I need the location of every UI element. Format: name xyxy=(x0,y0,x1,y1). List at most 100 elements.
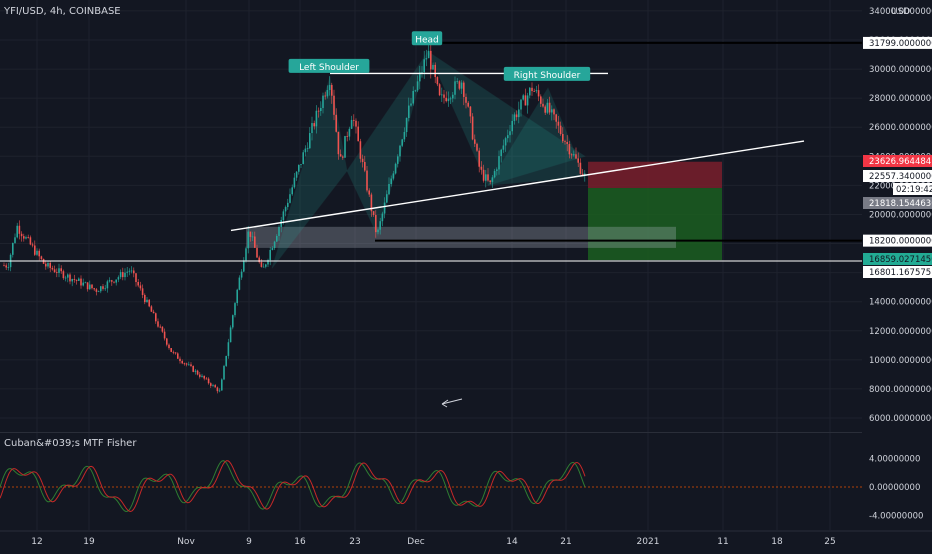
candle-body xyxy=(166,338,168,345)
price-tag-text: 16859.02714502 xyxy=(869,255,932,265)
currency-label[interactable]: USD xyxy=(891,7,910,17)
candle-body xyxy=(524,95,527,106)
candle-body xyxy=(419,72,421,82)
candle-body xyxy=(394,163,397,174)
time-tick-label: 12 xyxy=(31,537,42,547)
candle-body xyxy=(210,383,212,386)
candle-body xyxy=(78,278,80,281)
candle-body xyxy=(544,106,546,113)
price-tick-label: 10000.00000000 xyxy=(869,356,932,366)
fisher-line xyxy=(0,460,586,513)
candle-body xyxy=(408,105,410,118)
candle-body xyxy=(139,285,142,289)
candle-body xyxy=(179,358,181,362)
candle-body xyxy=(423,59,425,73)
candle-body xyxy=(304,148,307,153)
candle-body xyxy=(458,81,461,89)
candle-body xyxy=(276,235,278,242)
candle-body xyxy=(427,50,430,59)
candle-body xyxy=(482,169,485,181)
candle-body xyxy=(97,291,100,293)
candle-body xyxy=(192,365,194,372)
time-tick-label: Dec xyxy=(407,537,424,547)
candle-body xyxy=(542,103,544,107)
candle-body xyxy=(498,156,500,170)
price-tick-label: 34000.00000000 xyxy=(869,7,932,17)
candle-body xyxy=(491,177,494,182)
candle-body xyxy=(438,84,441,96)
candle-body xyxy=(460,82,463,89)
osc-tick-label: 4.00000000 xyxy=(869,455,920,465)
candle-body xyxy=(359,141,362,159)
candle-body xyxy=(487,174,489,181)
right-shoulder-label-text: Right Shoulder xyxy=(514,71,581,81)
candle-body xyxy=(269,249,271,261)
head-label: Head xyxy=(411,31,443,46)
candle-body xyxy=(502,145,505,150)
candle-body xyxy=(392,173,395,179)
candle-body xyxy=(295,171,298,178)
candle-body xyxy=(357,126,359,142)
candle-body xyxy=(493,170,496,178)
candle-body xyxy=(432,64,434,70)
time-axis[interactable]: 12 19 Nov 9 16 23 Dec 14 21 2021 11 18 25 xyxy=(0,530,932,550)
candle-body xyxy=(223,365,225,380)
time-tick-label: 23 xyxy=(349,537,360,547)
candle-body xyxy=(377,229,379,233)
candle-body xyxy=(150,306,153,312)
grid-lines xyxy=(0,0,932,530)
candle-body xyxy=(216,387,219,392)
candle-body xyxy=(64,277,67,279)
candle-body xyxy=(513,114,516,121)
candle-body xyxy=(148,299,150,307)
candle-body xyxy=(133,270,135,274)
price-tick-label: 6000.00000000 xyxy=(869,414,932,424)
candle-body xyxy=(364,162,366,171)
candle-body xyxy=(196,370,199,375)
candle-body xyxy=(412,90,414,104)
candle-body xyxy=(38,250,40,257)
candle-body xyxy=(526,95,529,106)
time-tick-label: 19 xyxy=(83,537,95,547)
candle-body xyxy=(58,268,60,273)
candle-body xyxy=(174,352,177,354)
candle-body xyxy=(23,236,25,239)
candle-body xyxy=(581,173,584,176)
candle-body xyxy=(559,125,562,135)
head-label-text: Head xyxy=(415,35,439,45)
candle-body xyxy=(515,114,518,118)
candle-body xyxy=(551,109,553,113)
candle-body xyxy=(500,149,502,157)
neckline-trendline xyxy=(230,140,805,232)
pattern-labels: Left Shoulder Head Right Shoulder xyxy=(288,31,591,81)
time-tick-label: 21 xyxy=(560,537,571,547)
candle-body xyxy=(102,286,104,289)
candle-body xyxy=(287,202,289,208)
candle-body xyxy=(243,260,245,272)
candle-body xyxy=(540,96,542,104)
candle-body xyxy=(535,90,538,92)
candle-body xyxy=(47,263,49,267)
candle-body xyxy=(218,390,221,392)
trigger-line xyxy=(0,460,586,513)
candle-body xyxy=(73,278,76,280)
candle-body xyxy=(555,114,557,122)
candle-body xyxy=(573,154,575,156)
time-tick-label: 2021 xyxy=(637,537,660,547)
candle-body xyxy=(214,385,216,388)
candle-body xyxy=(388,184,390,195)
candle-body xyxy=(366,170,368,191)
price-tag-text: 22557.34000000 xyxy=(869,172,932,182)
price-tags: 31799.00000000 18200.00000000 23626.964484… xyxy=(863,36,932,278)
candle-body xyxy=(207,378,210,384)
candle-body xyxy=(40,256,43,259)
candle-body xyxy=(256,247,258,258)
candle-body xyxy=(203,375,205,379)
candle-body xyxy=(410,103,412,106)
candle-body xyxy=(51,267,54,270)
candle-body xyxy=(430,50,432,70)
candle-body xyxy=(20,233,23,237)
candle-body xyxy=(414,90,417,92)
